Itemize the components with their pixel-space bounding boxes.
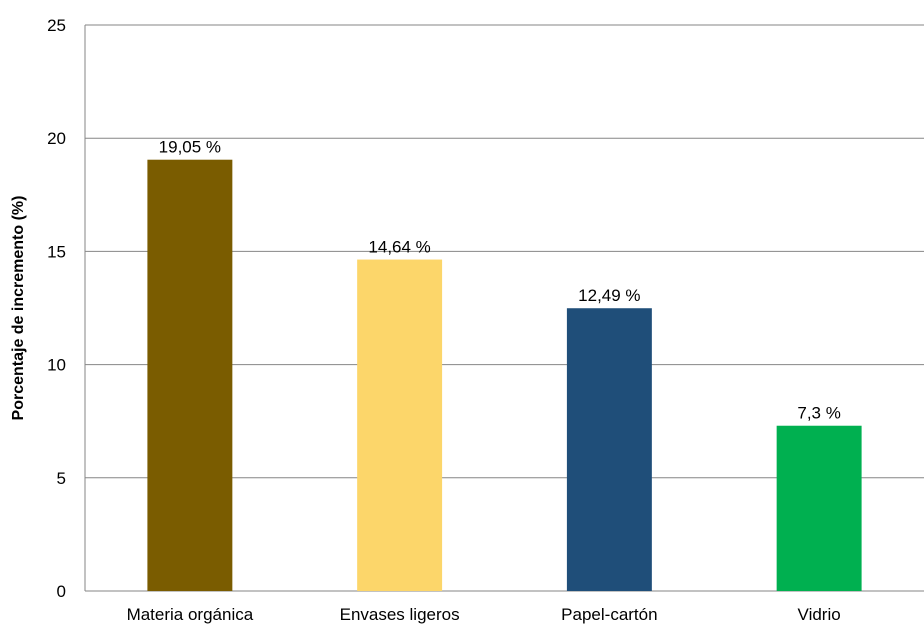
data-label: 19,05 % [159, 138, 221, 157]
bar [147, 159, 233, 591]
data-label: 14,64 % [368, 238, 430, 257]
y-axis-title: Porcentaje de incremento (%) [10, 196, 27, 421]
x-category-label: Envases ligeros [340, 605, 460, 624]
x-category-label: Vidrio [798, 605, 841, 624]
y-tick-label: 0 [57, 582, 66, 601]
y-tick-label: 15 [47, 242, 66, 261]
data-label: 7,3 % [797, 404, 840, 423]
y-tick-label: 5 [57, 469, 66, 488]
y-tick-label: 20 [47, 129, 66, 148]
labels: 0 5 10 15 20 25 19,05 % Materia orgánica 14,64 %… [47, 16, 841, 624]
x-category-label: Papel-cartón [561, 605, 657, 624]
bars [147, 159, 862, 591]
x-category-label: Materia orgánica [127, 605, 254, 624]
bar [566, 308, 652, 591]
data-label: 12,49 % [578, 286, 640, 305]
bar [357, 259, 443, 591]
y-tick-label: 25 [47, 16, 66, 35]
y-tick-label: 10 [47, 356, 66, 375]
bar [776, 425, 862, 591]
